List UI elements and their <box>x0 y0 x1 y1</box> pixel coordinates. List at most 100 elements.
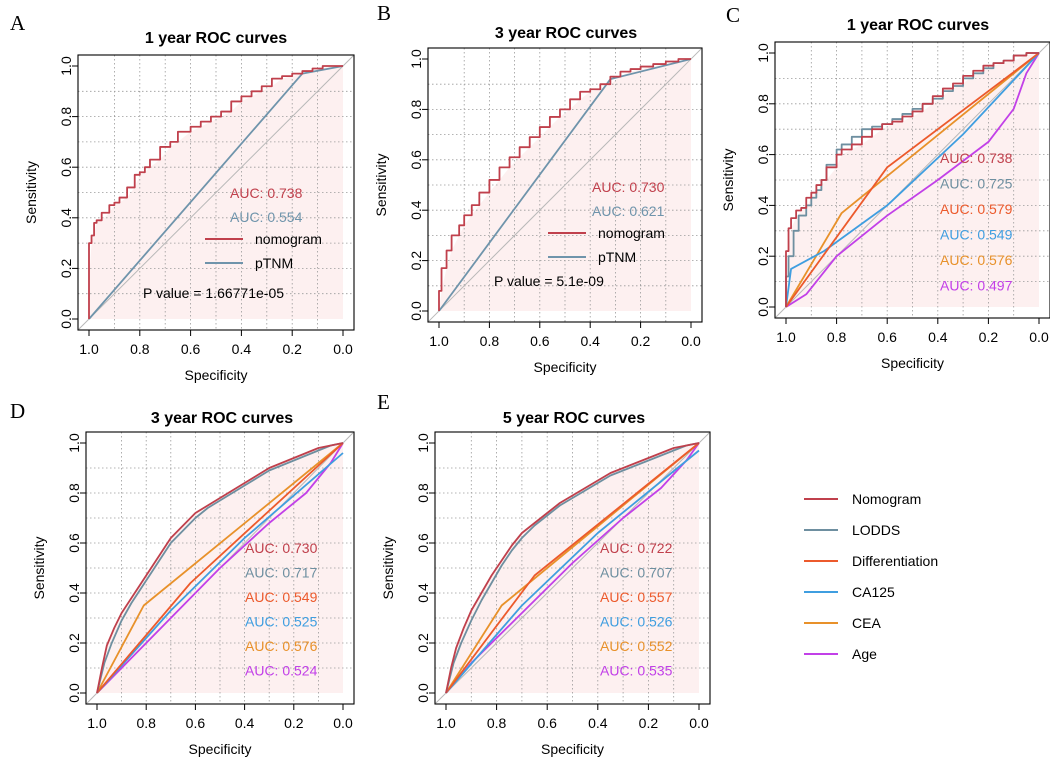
roc-panel-a: A 1 year ROC curves 1.0 0.8 0.6 0.4 0.2 0.0 0.0 0… <box>10 11 355 383</box>
auc-label: AUC: 0.738 <box>940 150 1013 166</box>
reference-diagonal <box>428 48 702 322</box>
auc-label: AUC: 0.725 <box>940 176 1013 192</box>
chart-title: 5 year ROC curves <box>503 410 645 427</box>
y-tick-label: 0.4 <box>58 208 74 228</box>
auc-label: AUC: 0.717 <box>245 565 318 581</box>
y-tick-label: 0.4 <box>408 200 424 220</box>
plot-frame <box>77 54 355 331</box>
plot-frame <box>774 41 1050 319</box>
y-axis-label: Sensitivity <box>373 153 389 216</box>
x-axis-label: Specificity <box>881 355 944 371</box>
x-tick-label: 0.4 <box>580 333 600 349</box>
y-tick-label: 1.0 <box>755 43 771 63</box>
x-axis-label: Specificity <box>184 367 247 383</box>
legend-label: pTNM <box>598 249 636 265</box>
chart-title: 1 year ROC curves <box>847 17 989 34</box>
chart-title: 3 year ROC curves <box>495 25 637 42</box>
auc-label: AUC: 0.576 <box>940 252 1013 268</box>
y-tick-label: 1.0 <box>415 433 431 453</box>
x-tick-label: 1.0 <box>87 715 107 731</box>
x-tick-label: 1.0 <box>436 715 456 731</box>
y-tick-label: 0.0 <box>755 297 771 317</box>
x-tick-label: 0.6 <box>186 715 206 731</box>
y-tick-label: 0.0 <box>415 683 431 703</box>
y-tick-label: 1.0 <box>58 56 74 76</box>
y-tick-label: 0.8 <box>415 483 431 503</box>
panel-letter: B <box>377 1 391 25</box>
y-tick-label: 0.0 <box>58 309 74 329</box>
x-tick-label: 0.2 <box>284 715 304 731</box>
x-tick-label: 0.2 <box>631 333 651 349</box>
auc-label: AUC: 0.535 <box>600 663 673 679</box>
auc-label: AUC: 0.707 <box>600 565 673 581</box>
auc-label: AUC: 0.722 <box>600 540 673 556</box>
x-tick-label: 0.0 <box>681 333 701 349</box>
y-tick-label: 0.4 <box>415 583 431 603</box>
y-tick-label: 0.8 <box>755 94 771 114</box>
series-line-lodds <box>96 442 344 694</box>
x-tick-label: 0.2 <box>282 341 302 357</box>
series-line-nomogram <box>785 52 1039 307</box>
auc-label: AUC: 0.549 <box>245 589 318 605</box>
roc-panel-c: C 1 year ROC curves 1.0 0.8 0.6 0.4 0.2 0.0 0.0 0… <box>720 3 1050 371</box>
x-tick-label: 0.6 <box>877 329 897 345</box>
series-line-nomogram <box>96 442 344 694</box>
auc-label: AUC: 0.552 <box>600 638 673 654</box>
roc-panel-b: B 3 year ROC curves 1.0 0.8 0.6 0.4 0.2 0.0 0.0 0… <box>373 1 703 375</box>
reference-diagonal <box>775 42 1050 318</box>
auc-label: AUC: 0.576 <box>245 638 318 654</box>
chart-title: 1 year ROC curves <box>145 30 287 47</box>
y-tick-label: 0.2 <box>408 251 424 271</box>
x-tick-label: 1.0 <box>79 341 99 357</box>
legend-label: CA125 <box>852 584 895 600</box>
x-tick-label: 0.8 <box>130 341 150 357</box>
plot-frame <box>427 47 703 323</box>
legend-label: nomogram <box>598 225 665 241</box>
reference-diagonal <box>78 55 354 330</box>
panel-letter: D <box>10 399 25 423</box>
auc-label: AUC: 0.497 <box>940 278 1013 294</box>
y-tick-label: 0.0 <box>408 301 424 321</box>
series-line-ca125 <box>785 52 1040 308</box>
y-tick-label: 1.0 <box>66 433 82 453</box>
x-axis-label: Specificity <box>533 359 596 375</box>
x-tick-label: 0.4 <box>928 329 948 345</box>
reference-diagonal <box>435 432 710 704</box>
x-tick-label: 0.6 <box>181 341 201 357</box>
y-axis-label: Sensitivity <box>31 536 47 599</box>
series-line-cea <box>445 442 700 694</box>
panel-letter: C <box>726 3 740 27</box>
auc-label: AUC: 0.525 <box>245 614 318 630</box>
x-tick-label: 0.0 <box>689 715 709 731</box>
y-axis-label: Sensitivity <box>720 148 736 211</box>
legend-label: Age <box>852 646 877 662</box>
auc-label: AUC: 0.524 <box>245 663 318 679</box>
x-tick-label: 0.8 <box>827 329 847 345</box>
x-tick-label: 0.6 <box>530 333 550 349</box>
y-tick-label: 0.6 <box>58 157 74 177</box>
y-tick-label: 0.6 <box>408 150 424 170</box>
y-tick-label: 0.6 <box>415 533 431 553</box>
x-axis-label: Specificity <box>188 741 251 757</box>
series-line-differentiation <box>445 442 700 694</box>
auc-label: AUC: 0.621 <box>592 203 665 219</box>
series-line-ca125 <box>96 452 344 694</box>
plot-frame <box>434 431 711 705</box>
auc-label: AUC: 0.730 <box>245 540 318 556</box>
x-tick-label: 0.8 <box>136 715 156 731</box>
y-tick-label: 0.6 <box>66 533 82 553</box>
auc-label: AUC: 0.730 <box>592 179 665 195</box>
x-tick-label: 0.2 <box>979 329 999 345</box>
legend-label: nomogram <box>255 231 322 247</box>
y-tick-label: 0.2 <box>755 246 771 266</box>
plot-frame <box>85 431 355 705</box>
y-tick-label: 0.0 <box>66 683 82 703</box>
series-line-ca125 <box>445 449 700 694</box>
series-line-differentiation <box>785 52 1040 308</box>
x-tick-label: 1.0 <box>776 329 796 345</box>
p-value-annotation: P value = 5.1e-09 <box>494 273 604 289</box>
y-tick-label: 0.4 <box>66 583 82 603</box>
x-tick-label: 0.8 <box>487 715 507 731</box>
x-tick-label: 0.8 <box>480 333 500 349</box>
